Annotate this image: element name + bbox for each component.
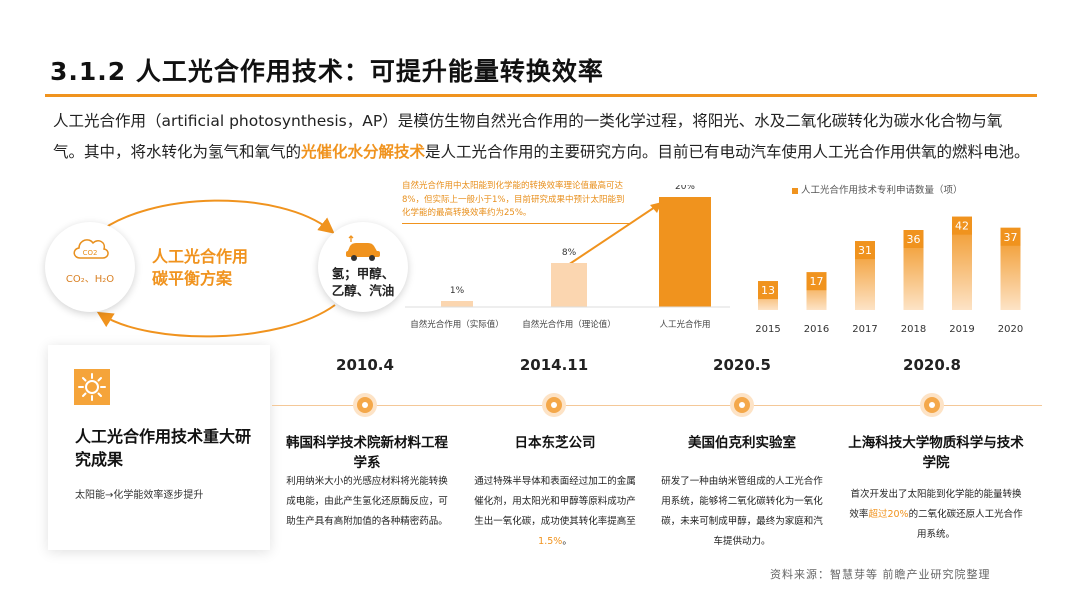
intro-text-2: 是人工光合作用的主要研究方向。目前已有电动汽车使用人工光合作用供氧的燃料电池。 — [425, 143, 1030, 161]
timeline-org: 上海科技大学物质科学与技术学院 — [848, 435, 1024, 471]
efficiency-category-label: 自然光合作用（理论值） — [522, 319, 616, 330]
page-title: 3.1.2 人工光合作用技术：可提升能量转换效率 — [50, 57, 604, 86]
patent-bar — [903, 230, 924, 310]
patent-year-label: 2015 — [755, 324, 780, 335]
efficiency-category-label: 自然光合作用（实际值） — [410, 319, 504, 330]
achievements-title: 人工光合作用技术重大研究成果 — [75, 427, 252, 469]
legend-swatch — [792, 187, 798, 194]
patent-year-label: 2020 — [998, 324, 1023, 335]
cycle-title: 人工光合作用 碳平衡方案 — [152, 246, 302, 290]
efficiency-bar-value: 1% — [450, 286, 465, 296]
patent-legend: 人工光合作用技术专利申请数量（项） — [792, 182, 963, 196]
cycle-arrows — [94, 199, 336, 338]
co2-water-circle — [45, 222, 135, 312]
patent-bar-chart: 13 2015 17 2016 31 2017 36 2018 42 2019 37 2020 — [755, 216, 1023, 335]
patent-year-label: 2019 — [949, 324, 974, 335]
cycle-outputs: 氢；甲醇、 乙醇、汽油 — [318, 265, 408, 299]
intro-highlight: 光催化水分解技术 — [301, 143, 426, 161]
patent-bar-label-bg — [806, 272, 827, 291]
source-note: 资料来源：智慧芽等 前瞻产业研究院整理 — [770, 568, 991, 581]
timeline-dot — [357, 397, 373, 413]
timeline-org: 日本东芝公司 — [514, 435, 596, 451]
fuel-circle — [318, 222, 408, 312]
efficiency-bar — [551, 263, 587, 307]
timeline-desc-text: 。 — [562, 536, 572, 547]
patent-bar-label-bg — [1000, 227, 1021, 246]
patent-bar-label-bg — [952, 216, 972, 235]
intro-paragraph: 人工光合作用（artificial photosynthesis，AP）是模仿生… — [53, 106, 1033, 168]
patent-bar-value: 36 — [907, 233, 921, 246]
patent-bar — [952, 216, 972, 310]
timeline-desc-highlight: 超过20% — [868, 509, 909, 520]
timeline-desc: 通过特殊半导体和表面经过加工的金属催化剂，用太阳光和甲醇等原料成功产生出一氧化碳… — [470, 472, 640, 552]
timeline-year: 2010.4 — [336, 356, 394, 374]
achievements-subtitle: 太阳能→化学能效率逐步提升 — [75, 490, 204, 501]
efficiency-category-label: 人工光合作用 — [659, 319, 710, 330]
timeline-desc: 研发了一种由纳米管组成的人工光合作用系统，能够将二氧化碳转化为一氧化碳，未来可制… — [661, 476, 823, 547]
patent-bar-value: 13 — [761, 284, 775, 297]
cloud-icon: CO2 — [73, 239, 109, 259]
timeline-dot — [734, 397, 750, 413]
timeline-line — [272, 405, 1042, 406]
timeline-org: 韩国科学技术院新材料工程学系 — [286, 435, 448, 471]
timeline-desc-text: 通过特殊半导体和表面经过加工的金属催化剂，用太阳光和甲醇等原料成功产生出一氧化碳… — [474, 476, 636, 527]
patent-bar-value: 17 — [810, 275, 824, 288]
timeline-dot — [924, 397, 940, 413]
patent-bar — [1000, 227, 1021, 310]
intro-text-1: 人工光合作用（artificial photosynthesis，AP）是模仿生… — [53, 112, 1003, 161]
efficiency-bar-value: 8% — [562, 248, 577, 258]
efficiency-bar-value: 20% — [675, 185, 695, 192]
patent-legend-label: 人工光合作用技术专利申请数量（项） — [801, 185, 963, 196]
timeline-desc-text: 首次开发出了太阳能到化学能的能量转换效率 — [849, 489, 1022, 520]
efficiency-bar — [659, 197, 711, 307]
timeline-desc-highlight: 1.5% — [538, 536, 563, 547]
cycle-output-line1: 氢；甲醇、 — [331, 266, 395, 281]
patent-bar-label-bg — [758, 281, 778, 300]
timeline-desc-text: 的二氧化碳还原人工光合作用系统。 — [908, 509, 1023, 540]
cycle-inputs: CO₂、H₂O — [65, 274, 115, 285]
patent-bar-value: 31 — [858, 244, 872, 257]
patent-bar-value: 37 — [1004, 231, 1018, 244]
timeline-dot — [546, 397, 562, 413]
patent-bar-label-bg — [903, 230, 924, 248]
timeline-org: 美国伯克利实验室 — [688, 435, 796, 451]
timeline-year: 2020.5 — [713, 356, 771, 374]
timeline-desc: 利用纳米大小的光感应材料将光能转换成电能，由此产生氢化还原酶反应，可助生产具有高… — [286, 476, 448, 527]
title-divider — [45, 94, 1037, 97]
efficiency-bar — [441, 301, 473, 307]
patent-bar-label-bg — [855, 241, 875, 260]
sun-icon-box — [74, 369, 110, 405]
timeline-year: 2020.8 — [903, 356, 961, 374]
efficiency-bar-chart: 1% 自然光合作用（实际值） 8% 自然光合作用（理论值） 20% 人工光合作用 — [405, 185, 730, 330]
patent-year-label: 2017 — [852, 324, 877, 335]
sun-icon — [78, 373, 106, 401]
cycle-output-line2: 乙醇、汽油 — [331, 283, 395, 298]
car-icon — [346, 235, 380, 261]
svg-text:CO2: CO2 — [83, 249, 98, 257]
patent-bar-value: 42 — [955, 220, 969, 233]
cycle-title-line2: 碳平衡方案 — [152, 269, 233, 288]
cycle-title-line1: 人工光合作用 — [152, 247, 249, 266]
patent-year-label: 2018 — [901, 324, 926, 335]
patent-year-label: 2016 — [804, 324, 829, 335]
timeline-year: 2014.11 — [519, 356, 589, 374]
timeline-desc: 首次开发出了太阳能到化学能的能量转换效率超过20%的二氧化碳还原人工光合作用系统… — [846, 485, 1026, 545]
efficiency-note: 自然光合作用中太阳能到化学能的转换效率理论值最高可达8%，但实际上一般小于1%，… — [402, 180, 630, 224]
